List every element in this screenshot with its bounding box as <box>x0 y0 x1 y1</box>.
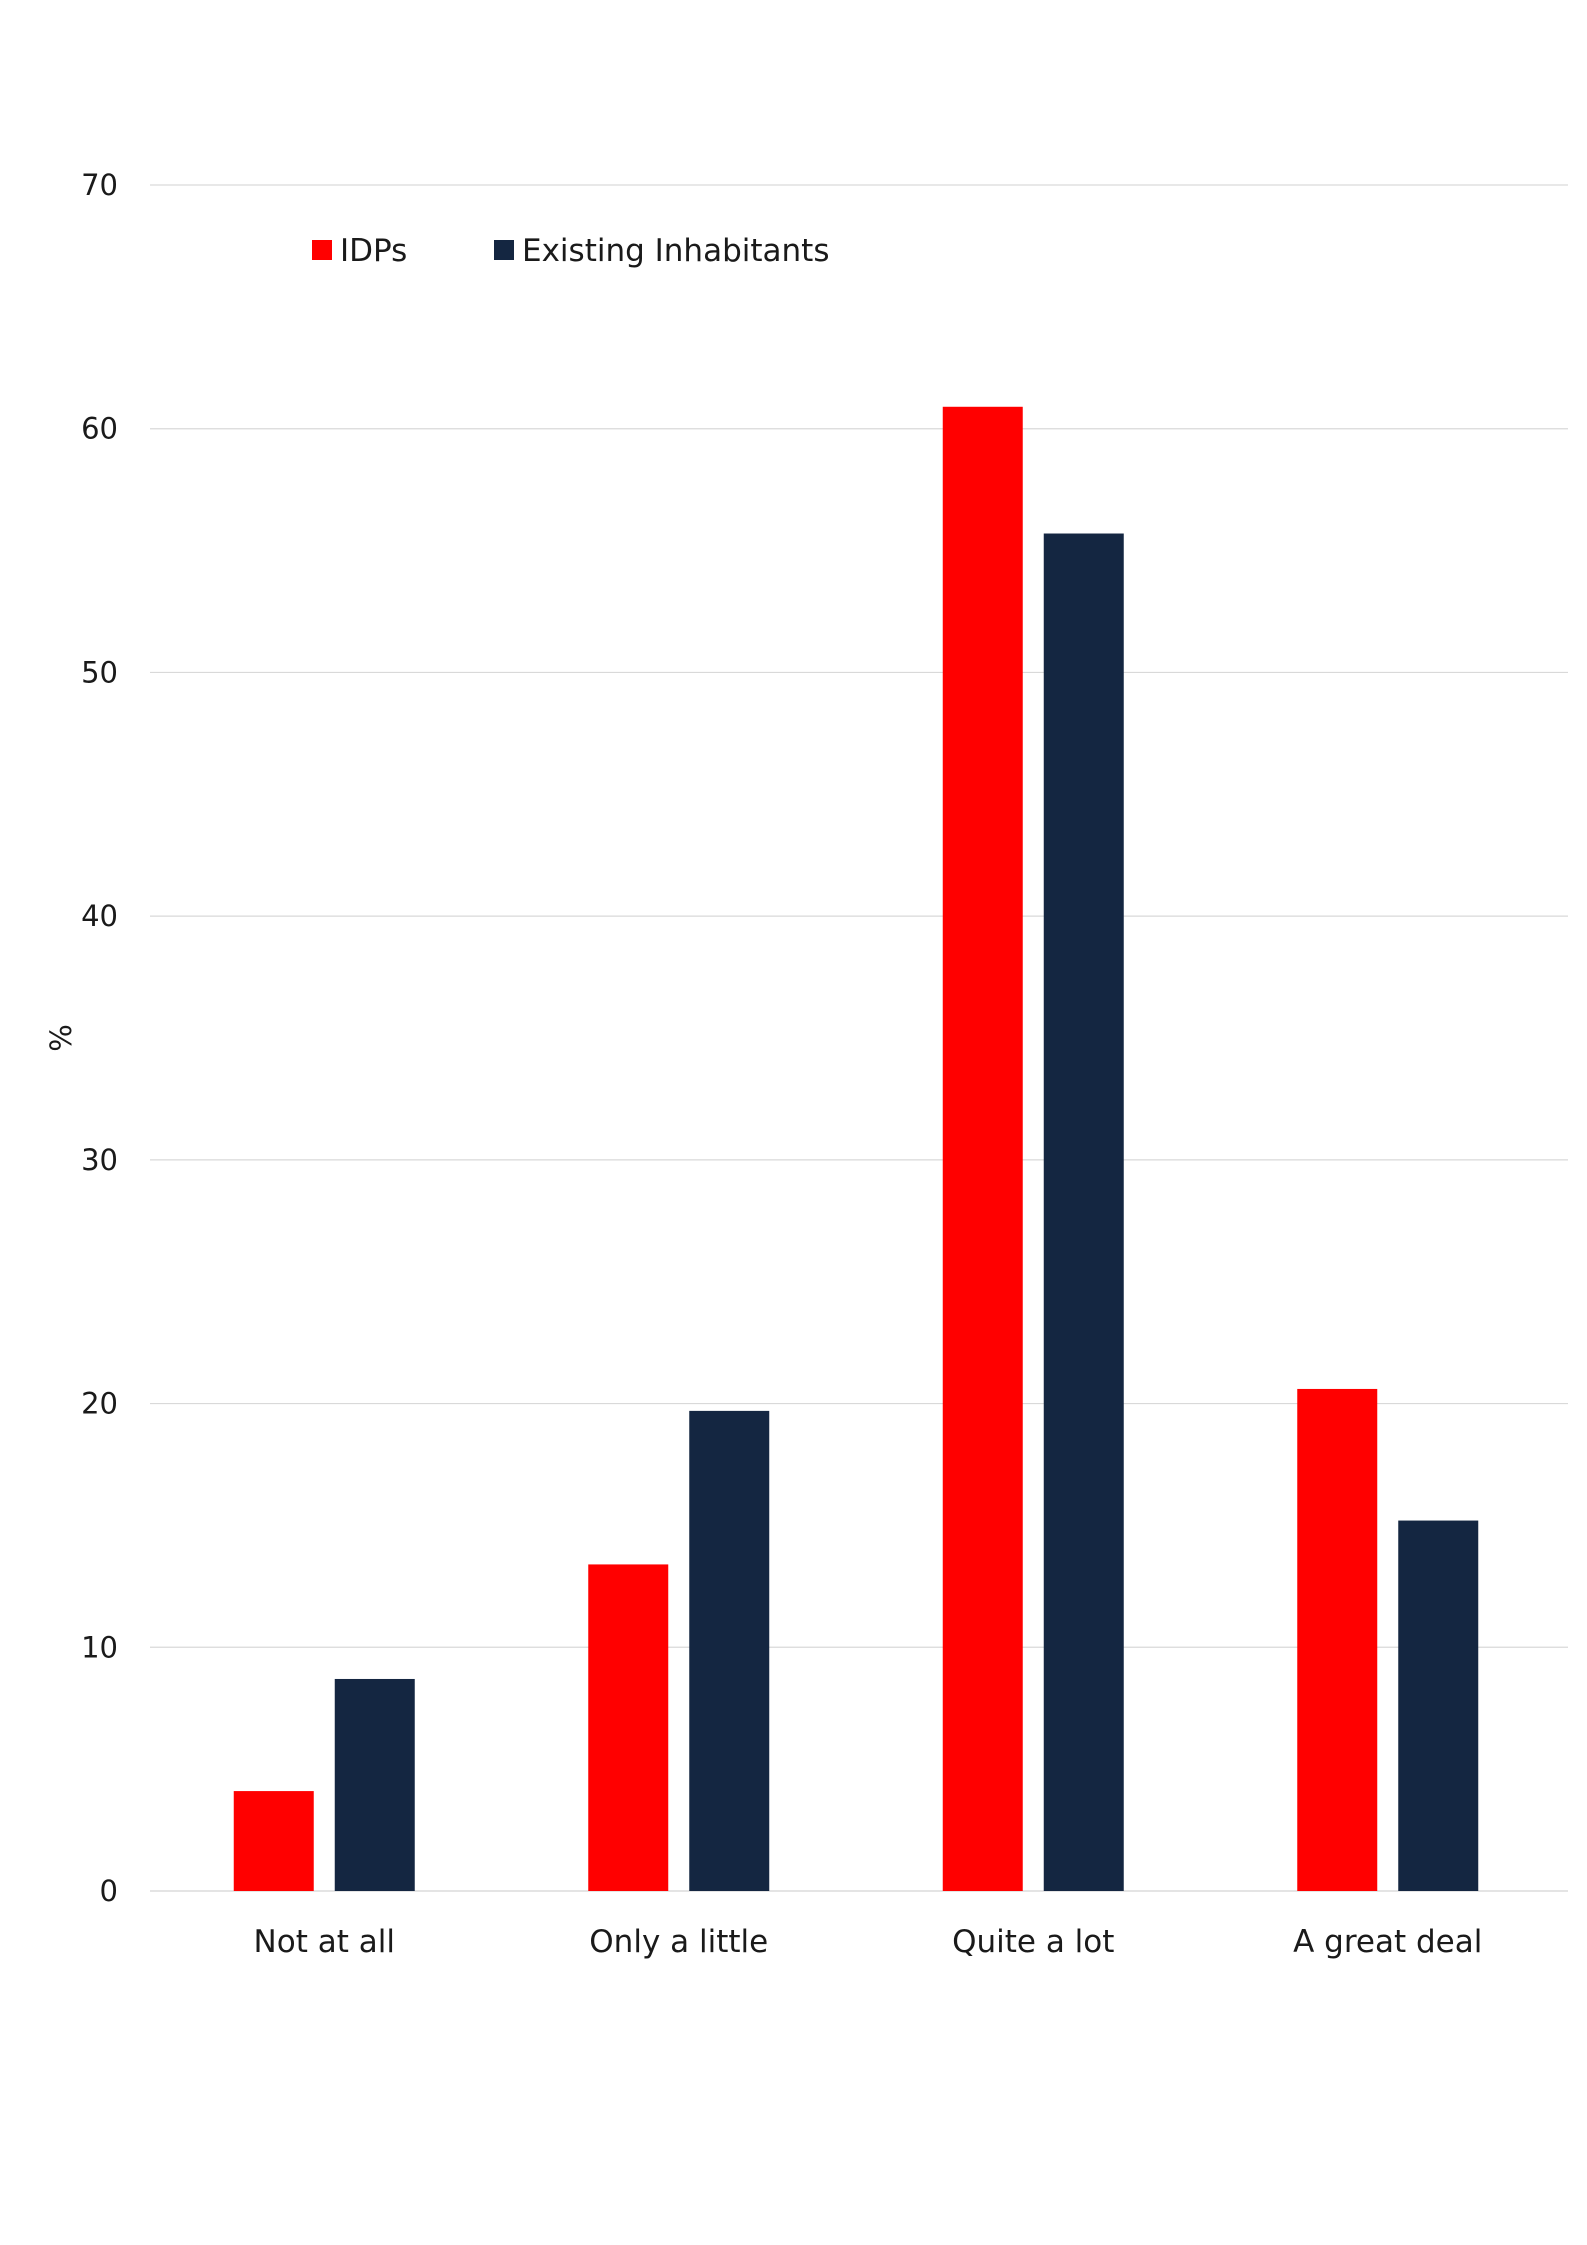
y-tick-label: 50 <box>81 655 118 689</box>
y-tick-label: 40 <box>81 899 118 933</box>
y-tick-label: 0 <box>100 1874 118 1908</box>
bar-idps <box>233 1791 314 1891</box>
y-axis-tick-labels: 0 10 20 30 40 50 60 70 <box>81 168 118 1908</box>
legend: IDPs Existing Inhabitants <box>312 233 829 269</box>
legend-swatch <box>312 240 332 260</box>
bar-idps <box>1297 1388 1378 1891</box>
legend-label: Existing Inhabitants <box>522 233 829 269</box>
y-tick-label: 20 <box>81 1387 118 1421</box>
bar-existing-inhabitants <box>689 1410 770 1891</box>
legend-label: IDPs <box>340 233 407 269</box>
bar-idps <box>588 1564 669 1891</box>
x-category-label: Quite a lot <box>952 1924 1114 1960</box>
bar-existing-inhabitants <box>334 1678 415 1891</box>
x-category-label: A great deal <box>1293 1924 1482 1960</box>
bar-idps <box>942 406 1023 1891</box>
y-tick-label: 30 <box>81 1143 118 1177</box>
y-tick-label: 60 <box>81 412 118 446</box>
bar-existing-inhabitants <box>1043 533 1124 1891</box>
bar-existing-inhabitants <box>1398 1520 1479 1891</box>
bars <box>233 406 1479 1891</box>
y-axis-title: % <box>44 1024 78 1052</box>
x-axis-category-labels: Not at all Only a little Quite a lot A grea… <box>254 1924 1483 1960</box>
legend-swatch <box>494 240 514 260</box>
x-category-label: Not at all <box>254 1924 395 1960</box>
x-category-label: Only a little <box>589 1924 768 1960</box>
y-tick-label: 70 <box>81 168 118 202</box>
y-tick-label: 10 <box>81 1630 118 1664</box>
gridlines <box>150 184 1568 1892</box>
